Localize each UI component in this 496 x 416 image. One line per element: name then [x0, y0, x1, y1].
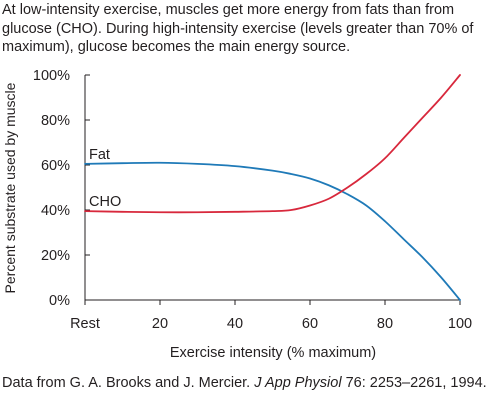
y-tick-label: 100% — [33, 68, 70, 84]
y-tick-label: 60% — [41, 158, 70, 174]
x-tick-label: 20 — [152, 316, 168, 332]
x-tick-label: Rest — [70, 316, 100, 332]
x-tick-label: 40 — [227, 316, 243, 332]
y-tick-label: 80% — [41, 113, 70, 129]
series-line-fat — [84, 161, 461, 301]
data-credit: Data from G. A. Brooks and J. Mercier. J… — [2, 374, 494, 393]
chart-lines — [84, 74, 461, 301]
series-line-cho — [84, 74, 461, 214]
y-tick-label: 20% — [41, 248, 70, 264]
y-tick-label: 0% — [49, 293, 70, 309]
chart-labels: Percent substrate used by muscle Exercis… — [2, 82, 376, 361]
y-tick-label: 40% — [41, 203, 70, 219]
credit-journal: J App Physiol — [254, 375, 342, 391]
credit-suffix: 76: 2253–2261, 1994. — [341, 375, 487, 391]
chart-axes — [84, 75, 460, 301]
figure-caption: At low-intensity exercise, muscles get m… — [2, 2, 474, 55]
credit-prefix: Data from G. A. Brooks and J. Mercier. — [2, 375, 255, 391]
chart-ticks: 0% 20% 40% 60% 80% 100% Rest 20 40 60 80 100 — [33, 68, 472, 332]
x-axis-label: Exercise intensity (% maximum) — [170, 345, 376, 361]
x-tick-label: 60 — [302, 316, 318, 332]
series-label-cho: CHO — [89, 194, 121, 210]
y-axis-label: Percent substrate used by muscle — [2, 82, 18, 293]
x-tick-label: 100 — [448, 316, 472, 332]
series-label-fat: Fat — [89, 147, 110, 163]
x-tick-label: 80 — [377, 316, 393, 332]
